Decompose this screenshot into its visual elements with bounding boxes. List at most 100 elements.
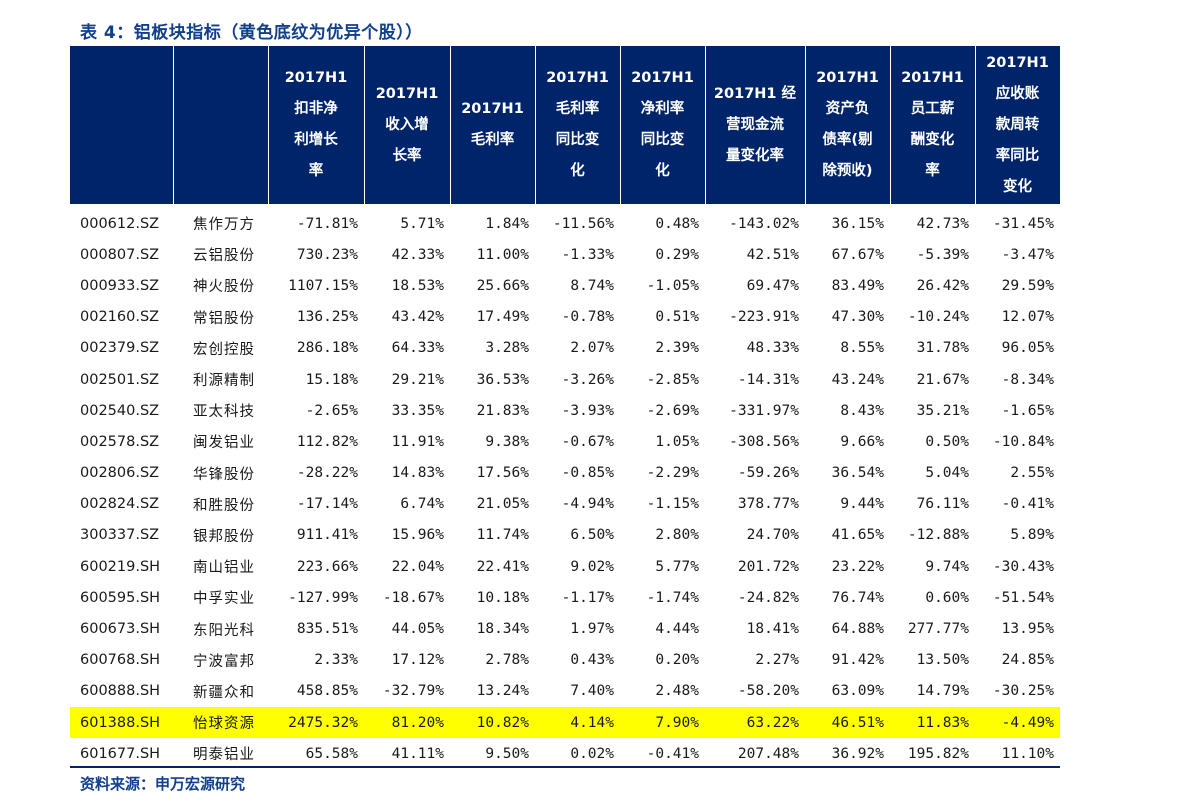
table-row: 002578.SZ 闽发铝业 112.82% 11.91% 9.38% -0.67% 1.0…: [70, 426, 1060, 457]
value-cell: 2.48%: [655, 683, 699, 700]
value-cell: 47.30%: [831, 309, 884, 326]
value-cell: 2.78%: [485, 652, 529, 669]
column-header: 2017H1 应收账 款周转 率同比 变化: [974, 46, 1061, 204]
table-row: 002379.SZ 宏创控股 286.18% 64.33% 3.28% 2.07% 2.39…: [70, 333, 1060, 364]
value-cell: 3.28%: [485, 340, 529, 357]
column-header: 2017H1 收入增 长率: [363, 46, 451, 204]
value-cell: 4.14%: [535, 707, 620, 739]
value-cell: -1.17%: [561, 589, 614, 606]
value-cell: 18.41%: [746, 621, 799, 638]
stock-name-cell: 南山铝业: [193, 560, 255, 577]
value-cell: 14.83%: [391, 465, 444, 482]
value-cell: 0.20%: [655, 652, 699, 669]
value-cell: 41.65%: [831, 527, 884, 544]
value-cell: 36.54%: [831, 465, 884, 482]
value-cell: -0.78%: [561, 309, 614, 326]
stock-code-cell: 600768.SH: [80, 652, 161, 669]
value-cell: 0.50%: [925, 433, 969, 450]
value-cell: 0.60%: [925, 589, 969, 606]
value-cell: 378.77%: [737, 496, 799, 513]
value-cell: 277.77%: [907, 621, 969, 638]
value-cell: -143.02%: [729, 215, 799, 232]
value-cell: 223.66%: [296, 558, 358, 575]
value-cell: -58.20%: [737, 683, 799, 700]
value-cell: 0.02%: [570, 745, 614, 762]
value-cell: 35.21%: [916, 402, 969, 419]
value-cell: 911.41%: [296, 527, 358, 544]
value-cell: -4.49%: [975, 707, 1060, 739]
value-cell: -3.26%: [561, 371, 614, 388]
table-row: 000612.SZ 焦作万方 -71.81% 5.71% 1.84% -11.56% 0.4…: [70, 204, 1060, 239]
stock-name-cell: 神火股份: [193, 279, 255, 296]
table-title: 表 4：铝板块指标（黄色底纹为优异个股））: [80, 23, 423, 43]
value-cell: 0.29%: [655, 246, 699, 263]
value-cell: -2.65%: [305, 402, 358, 419]
value-cell: 8.55%: [840, 340, 884, 357]
stock-name-cell: 华锋股份: [193, 466, 255, 483]
value-cell: 41.11%: [391, 745, 444, 762]
value-cell: 18.34%: [476, 621, 529, 638]
value-cell: 26.42%: [916, 277, 969, 294]
value-cell: 8.74%: [570, 277, 614, 294]
value-cell: -3.47%: [1001, 246, 1054, 263]
value-cell: 29.59%: [1001, 277, 1054, 294]
column-header: 2017H1 净利率 同比变 化: [619, 46, 706, 204]
stock-code-cell: 300337.SZ: [80, 527, 160, 544]
value-cell: 2.80%: [655, 527, 699, 544]
value-cell: 112.82%: [296, 433, 358, 450]
value-cell: 9.02%: [570, 558, 614, 575]
table-row: 300337.SZ 银邦股份 911.41% 15.96% 11.74% 6.50% 2.8…: [70, 520, 1060, 551]
stock-code-cell: 002501.SZ: [80, 371, 160, 388]
stock-code-cell: 000612.SZ: [80, 215, 160, 232]
value-cell: -30.25%: [992, 683, 1054, 700]
column-header: 2017H1 经 营现金流 量变化率: [704, 46, 806, 204]
stock-name-cell: 亚太科技: [193, 404, 255, 421]
value-cell: 23.22%: [831, 558, 884, 575]
value-cell: 6.50%: [570, 527, 614, 544]
stock-code-cell: 002824.SZ: [80, 496, 160, 513]
table-row: 601677.SH 明泰铝业 65.58% 41.11% 9.50% 0.02% -0.41…: [70, 738, 1060, 769]
value-cell: 2.39%: [655, 340, 699, 357]
column-header: 2017H1 扣非净 利增长 率: [267, 46, 365, 204]
stock-name-cell: 利源精制: [193, 373, 255, 390]
stock-code-cell: 002160.SZ: [80, 309, 160, 326]
table-row: 002160.SZ 常铝股份 136.25% 43.42% 17.49% -0.78% 0.…: [70, 302, 1060, 333]
value-cell: 96.05%: [1001, 340, 1054, 357]
value-cell: 5.71%: [400, 215, 444, 232]
stock-code-cell: 600219.SH: [80, 558, 161, 575]
value-cell: 15.18%: [305, 371, 358, 388]
value-cell: 0.48%: [655, 215, 699, 232]
value-cell: -0.41%: [646, 745, 699, 762]
value-cell: 17.12%: [391, 652, 444, 669]
table-row: 000807.SZ 云铝股份 730.23% 42.33% 11.00% -1.33% 0.…: [70, 239, 1060, 270]
value-cell: -5.39%: [916, 246, 969, 263]
column-header: 2017H1 资产负 债率(剔 除预收): [804, 46, 891, 204]
value-cell: 48.33%: [746, 340, 799, 357]
table-body: 000612.SZ 焦作万方 -71.81% 5.71% 1.84% -11.56% 0.4…: [70, 204, 1060, 769]
value-cell: -2.85%: [646, 371, 699, 388]
value-cell: 11.74%: [476, 527, 529, 544]
stock-name-cell: 银邦股份: [193, 528, 255, 545]
value-cell: 5.77%: [655, 558, 699, 575]
stock-code-cell: 601677.SH: [80, 745, 161, 762]
value-cell: 458.85%: [296, 683, 358, 700]
value-cell: 17.56%: [476, 465, 529, 482]
source-note: 资料来源：申万宏源研究: [80, 775, 246, 793]
column-header: 2017H1 毛利率 同比变 化: [534, 46, 621, 204]
value-cell: -32.79%: [382, 683, 444, 700]
column-header: 2017H1 员工薪 酬变化 率: [889, 46, 976, 204]
value-cell: 46.51%: [805, 707, 890, 739]
value-cell: -8.34%: [1001, 371, 1054, 388]
value-cell: 11.10%: [1001, 745, 1054, 762]
value-cell: 10.18%: [476, 589, 529, 606]
stock-name-cell: 新疆众和: [193, 684, 255, 701]
value-cell: 24.85%: [1001, 652, 1054, 669]
value-cell: 8.43%: [840, 402, 884, 419]
value-cell: -51.54%: [992, 589, 1054, 606]
value-cell: 1.84%: [485, 215, 529, 232]
stock-code-cell: 002540.SZ: [80, 402, 160, 419]
value-cell: 286.18%: [296, 340, 358, 357]
table-row: 600673.SH 东阳光科 835.51% 44.05% 18.34% 1.97% 4.4…: [70, 613, 1060, 644]
value-cell: 12.07%: [1001, 309, 1054, 326]
value-cell: 44.05%: [391, 621, 444, 638]
